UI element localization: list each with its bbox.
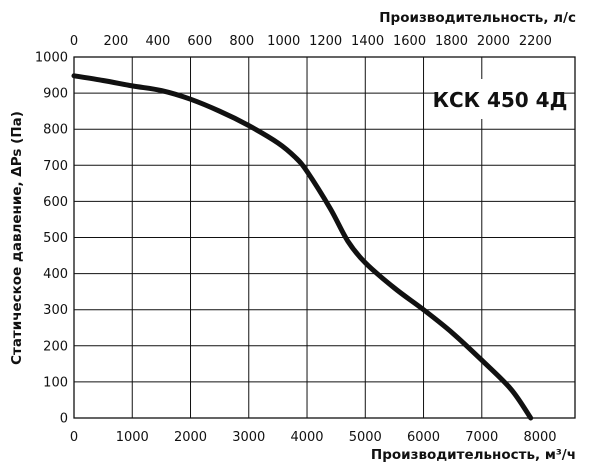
model-label-box — [436, 79, 564, 119]
model-label: КСК 450 4Д — [433, 88, 568, 112]
x2-tick-label: 1200 — [309, 34, 342, 49]
y-tick-label: 300 — [43, 303, 68, 318]
x-tick-label: 4000 — [290, 430, 323, 445]
x2-tick-label: 2000 — [477, 34, 510, 49]
x2-tick-label: 600 — [187, 34, 212, 49]
x2-tick-label: 1800 — [435, 34, 468, 49]
x2-tick-label: 2200 — [519, 34, 552, 49]
x-axis-title: Производительность, м³/ч — [371, 447, 576, 463]
x2-tick-label: 400 — [145, 34, 170, 49]
y-tick-label: 100 — [43, 375, 68, 390]
x2-tick-label: 200 — [104, 34, 129, 49]
x2-tick-label: 800 — [229, 34, 254, 49]
x-tick-label: 5000 — [349, 430, 382, 445]
y-tick-label: 0 — [60, 412, 68, 427]
y-tick-label: 500 — [43, 231, 68, 246]
x2-tick-label: 0 — [70, 34, 78, 49]
x-tick-label: 6000 — [407, 430, 440, 445]
y-tick-label: 600 — [43, 195, 68, 210]
y-tick-label: 1000 — [35, 51, 68, 66]
y-tick-label: 700 — [43, 159, 68, 174]
plot-frame — [73, 56, 576, 419]
y-tick-label: 900 — [43, 87, 68, 102]
y-axis-title: Статическое давление, ΔPs (Па) — [9, 111, 25, 365]
x-tick-label: 0 — [70, 430, 78, 445]
x2-tick-label: 1000 — [267, 34, 300, 49]
x-tick-label: 7000 — [465, 430, 498, 445]
x-tick-label: 3000 — [232, 430, 265, 445]
y-tick-label: 400 — [43, 267, 68, 282]
x2-tick-label: 1600 — [393, 34, 426, 49]
y-tick-label: 200 — [43, 339, 68, 354]
x-tick-label: 2000 — [174, 430, 207, 445]
x-tick-label: 8000 — [523, 430, 556, 445]
performance-curve — [71, 73, 534, 421]
x2-axis-title: Производительность, л/с — [379, 10, 576, 26]
x-tick-label: 1000 — [116, 430, 149, 445]
x2-tick-label: 1400 — [351, 34, 384, 49]
y-tick-label: 800 — [43, 123, 68, 138]
